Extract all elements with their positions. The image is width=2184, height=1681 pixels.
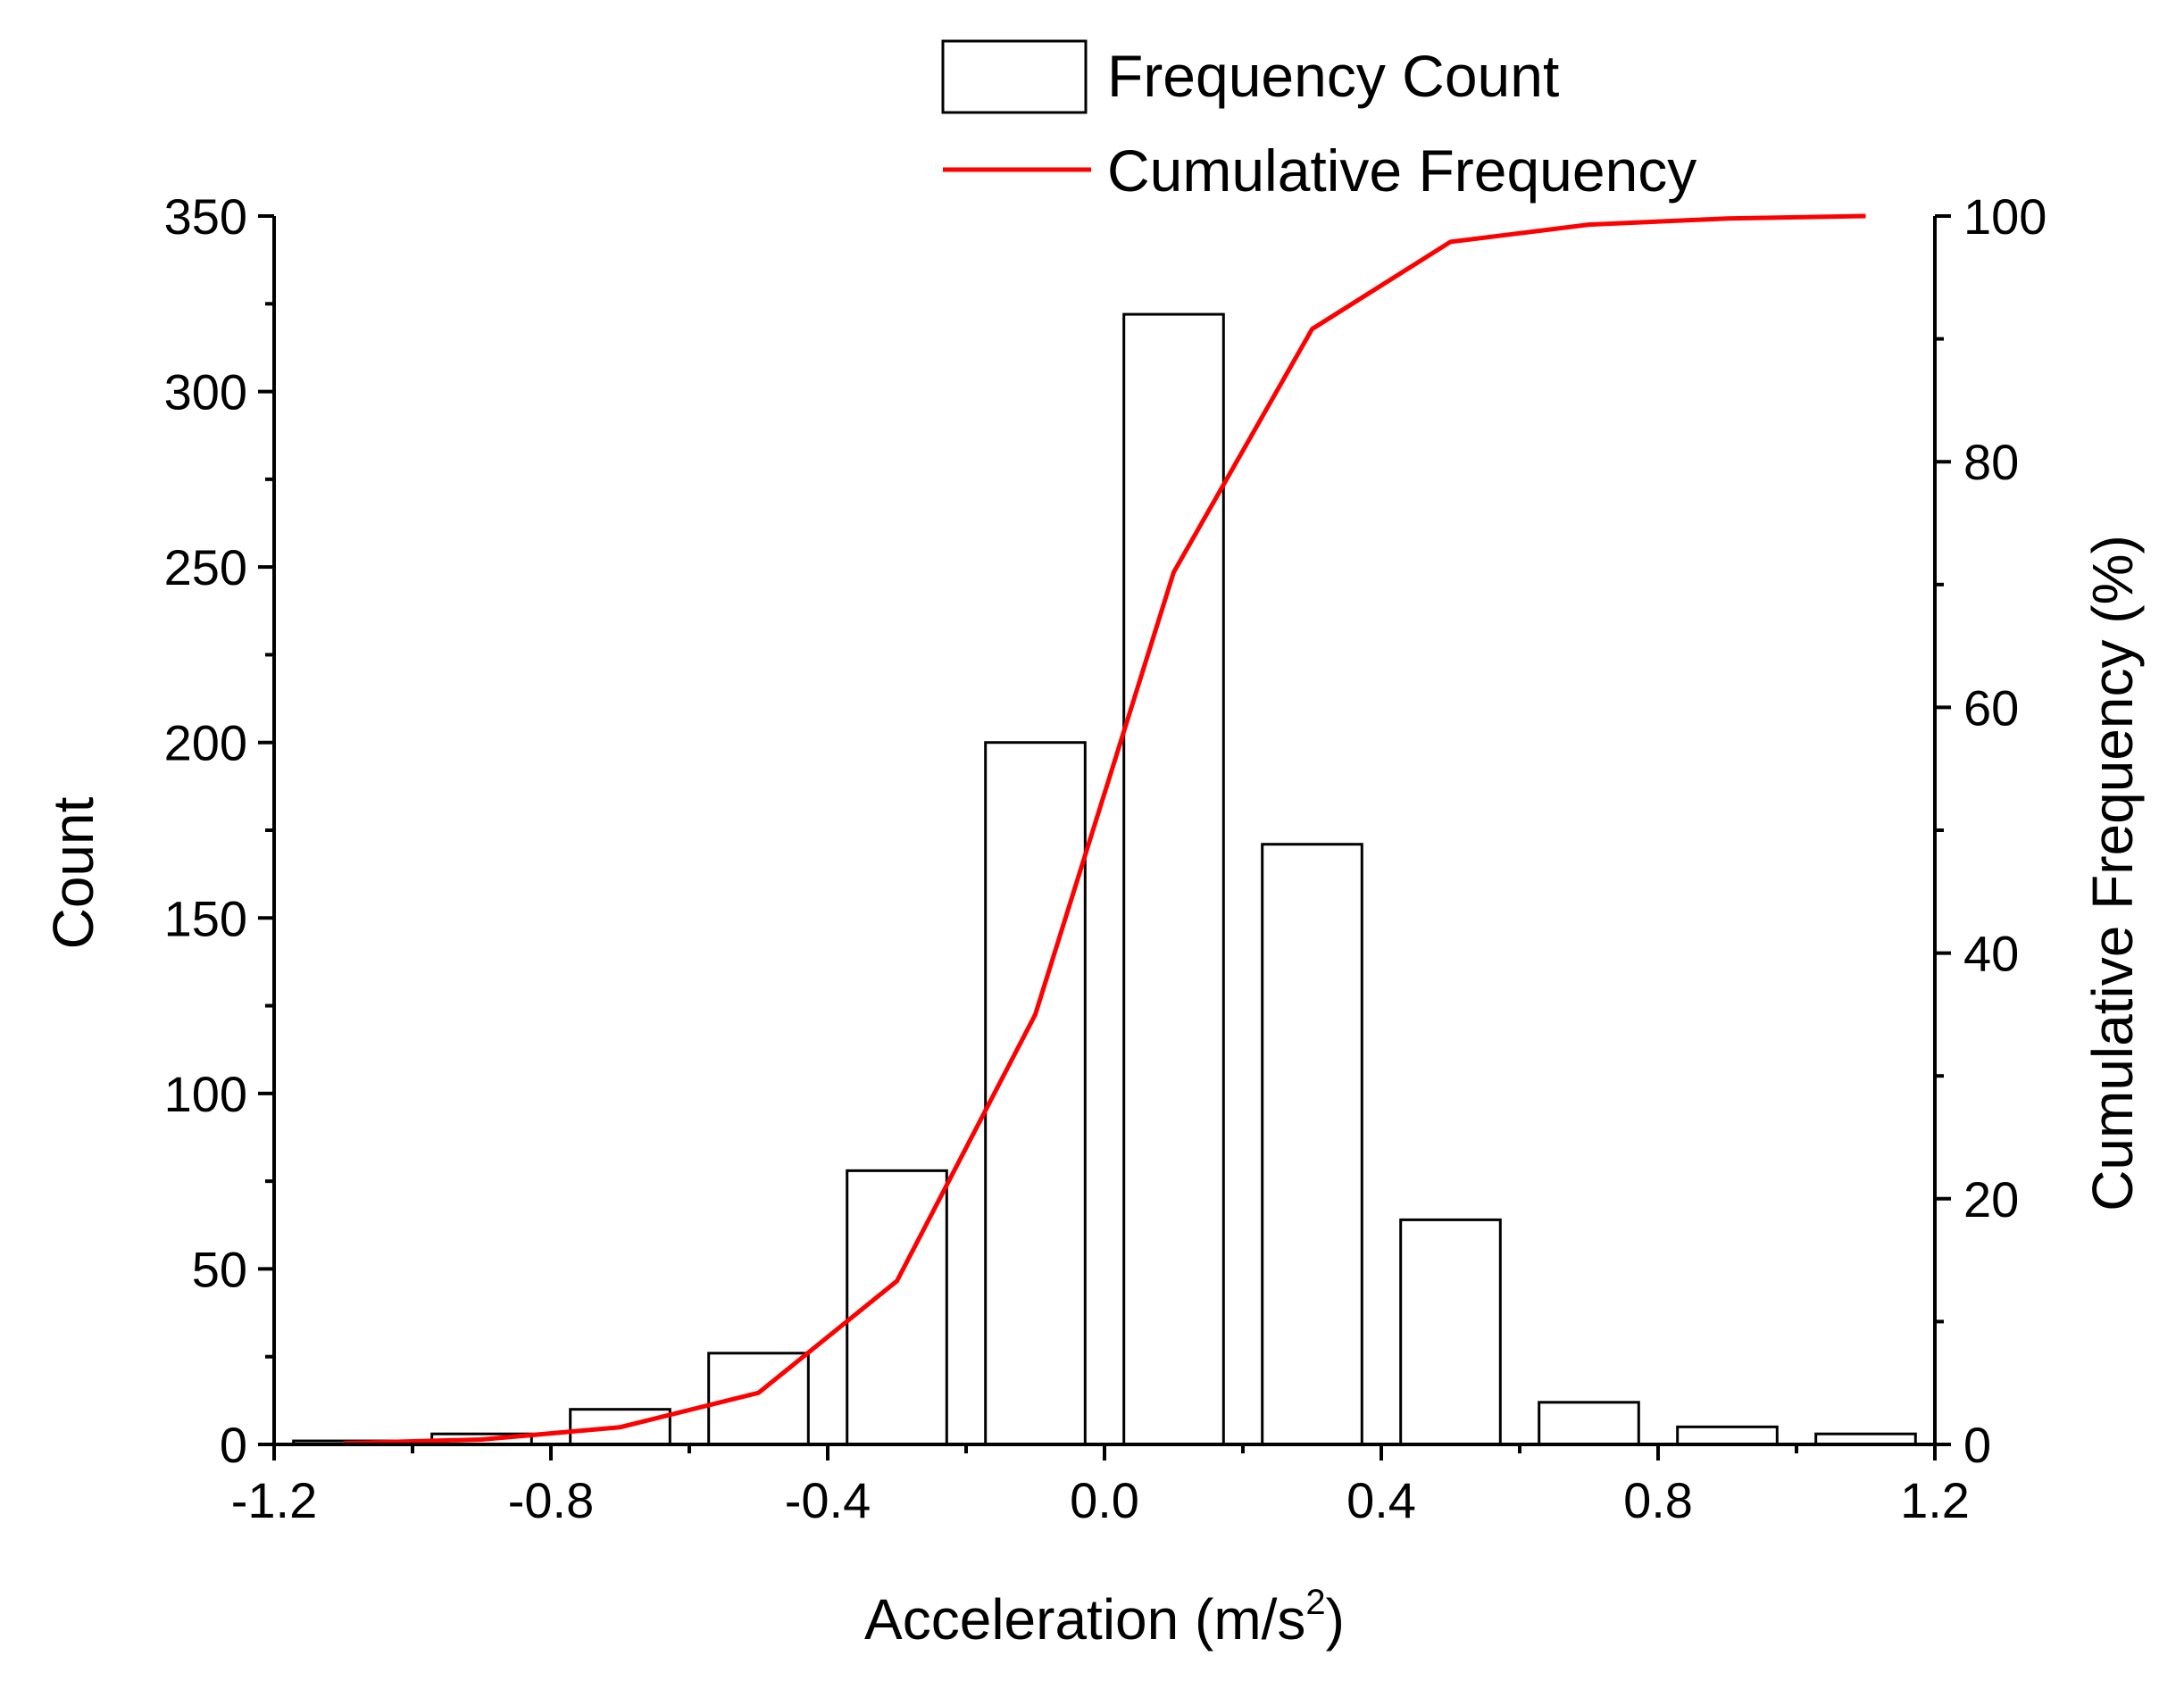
y2-tick-label: 0 (1963, 1417, 1991, 1473)
x-tick-label: -1.2 (231, 1472, 318, 1528)
histogram-bar (1676, 1425, 1779, 1446)
y-tick-label: 150 (164, 890, 247, 946)
legend-bar-label: Frequency Count (1107, 43, 1559, 109)
y2-axis-title: Cumulative Frequency (%) (2080, 535, 2145, 1211)
axes-group (258, 214, 1951, 1460)
legend-line-label: Cumulative Frequency (1107, 137, 1696, 204)
y-tick-label: 350 (164, 188, 247, 245)
y-tick-label: 50 (192, 1241, 247, 1297)
y-axis-title: Count (41, 796, 105, 949)
legend: Frequency Count Cumulative Frequency (941, 39, 1696, 204)
y2-tick-label: 60 (1963, 679, 2019, 736)
y-tick-label: 0 (220, 1417, 247, 1473)
x-tick-label: 1.2 (1900, 1472, 1970, 1528)
x-tick-label: 0.0 (1070, 1472, 1139, 1528)
histogram-bar (1538, 1401, 1640, 1446)
labels-group: 0 50 100 150 200 250 300 350 0 20 40 60 80 100 -1.2 -0.… (164, 188, 2047, 1528)
bars-group (292, 312, 1917, 1446)
y2-tick-label: 40 (1963, 926, 2019, 982)
cumulative-frequency-line (343, 213, 1866, 1446)
histogram-bar (1399, 1218, 1502, 1446)
y2-tick-label: 20 (1963, 1171, 2019, 1227)
x-tick-label: 0.8 (1623, 1472, 1693, 1528)
legend-bar-swatch (941, 39, 1088, 114)
y2-tick-label: 100 (1963, 188, 2046, 245)
histogram-bar (984, 741, 1087, 1446)
y-tick-label: 300 (164, 364, 247, 420)
x-tick-label: 0.4 (1346, 1472, 1416, 1528)
x-tick-label: -0.8 (508, 1472, 595, 1528)
histogram-bar (1122, 312, 1225, 1446)
y-tick-label: 200 (164, 715, 247, 771)
histogram-bar (1261, 843, 1363, 1446)
y-tick-label: 100 (164, 1066, 247, 1122)
x-tick-label: -0.4 (785, 1472, 871, 1528)
x-axis-title: Acceleration (m/s2) (864, 1583, 1345, 1652)
y-tick-label: 250 (164, 539, 247, 595)
y2-tick-label: 80 (1963, 434, 2019, 490)
